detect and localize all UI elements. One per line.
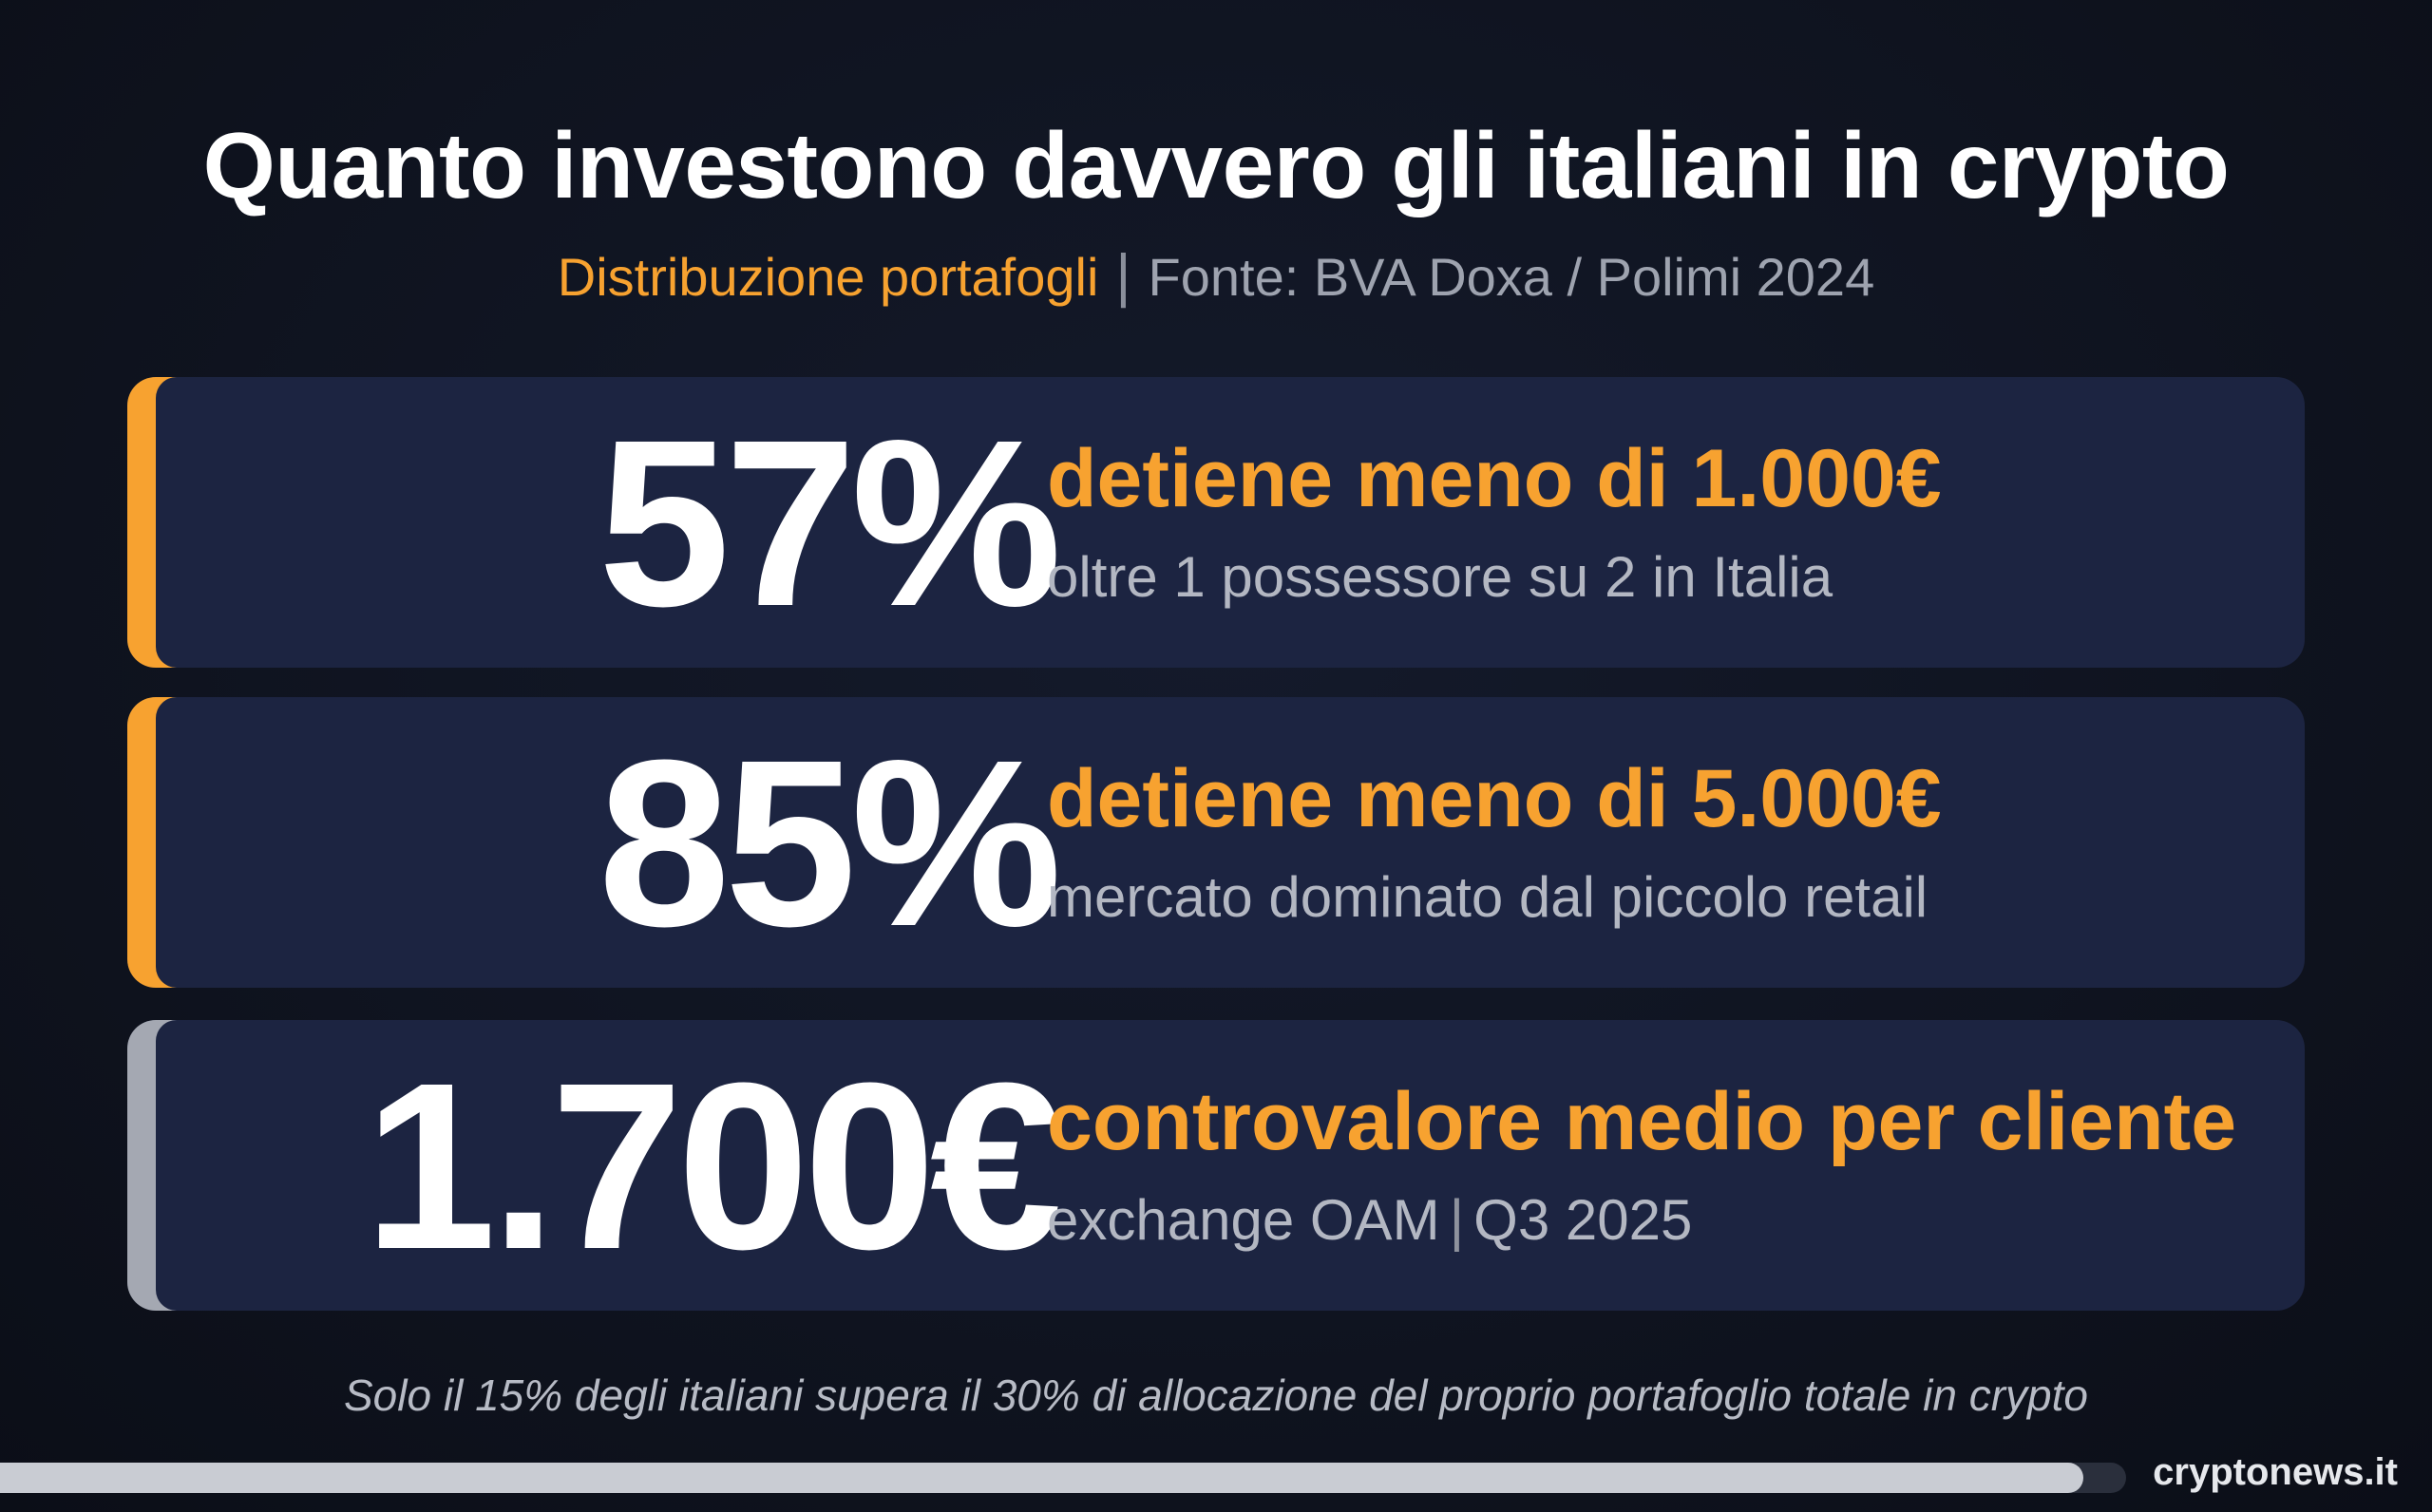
stat-texts: detiene meno di 5.000€ mercato dominato … <box>1047 697 2267 988</box>
stat-card-57: 57% detiene meno di 1.000€ oltre 1 posse… <box>127 377 2305 668</box>
stat-detail-period: Q3 2025 <box>1473 1188 1693 1252</box>
stat-value: 1.700€ <box>364 1032 1062 1298</box>
progress-bar <box>0 1463 2126 1493</box>
page-subtitle: Distribuzione portafogli | Fonte: BVA Doxa… <box>0 242 2432 310</box>
stat-detail-separator: | <box>1449 1188 1465 1252</box>
stat-headline: detiene meno di 5.000€ <box>1047 753 1942 844</box>
stat-value: 85% <box>598 709 1062 975</box>
stat-headline: detiene meno di 1.000€ <box>1047 433 1942 524</box>
progress-bar-fill <box>0 1463 2084 1493</box>
stat-headline: controvalore medio per cliente <box>1047 1076 2237 1167</box>
stat-texts: controvalore medio per cliente exchange … <box>1047 1020 2267 1311</box>
card-accent-bar <box>127 697 177 988</box>
page-title: Quanto investono davvero gli italiani in… <box>202 113 2230 217</box>
stat-card-average: 1.700€ controvalore medio per cliente ex… <box>127 1020 2305 1311</box>
subtitle-accent: Distribuzione portafogli <box>557 247 1099 307</box>
subtitle-source: Fonte: BVA Doxa / Polimi 2024 <box>1148 247 1875 307</box>
card-accent-bar <box>127 1020 177 1311</box>
stat-detail: exchange OAM | Q3 2025 <box>1047 1187 1692 1253</box>
stat-card-85: 85% detiene meno di 5.000€ mercato domin… <box>127 697 2305 988</box>
stat-detail: mercato dominato dal piccolo retail <box>1047 865 1928 929</box>
footnote: Solo il 15% degli italiani supera il 30%… <box>344 1370 2088 1420</box>
stat-texts: detiene meno di 1.000€ oltre 1 possessor… <box>1047 377 2267 668</box>
brand-logo-text: cryptonews.it <box>2153 1451 2398 1493</box>
subtitle-separator: | <box>1115 243 1131 309</box>
stat-detail-source: exchange OAM <box>1047 1188 1440 1252</box>
card-accent-bar <box>127 377 177 668</box>
stat-detail: oltre 1 possessore su 2 in Italia <box>1047 545 1834 609</box>
stat-value: 57% <box>598 389 1062 655</box>
